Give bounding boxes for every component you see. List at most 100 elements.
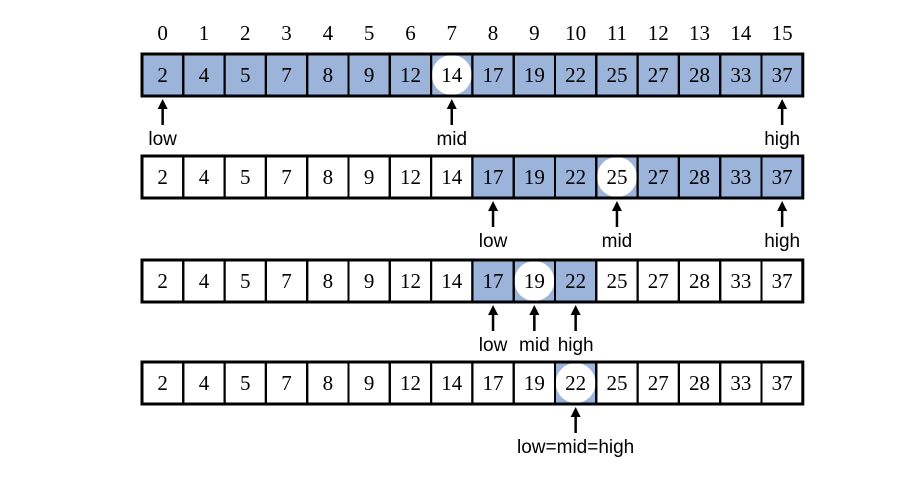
array-value: 7 (281, 269, 292, 293)
array-value: 4 (199, 165, 210, 189)
pointer-low: low (479, 201, 508, 252)
mid-highlight (555, 363, 596, 403)
index-label: 5 (364, 21, 375, 45)
array-value: 2 (157, 371, 168, 395)
array-value: 5 (240, 63, 251, 87)
pointer-arrow-head (570, 407, 581, 417)
pointer-arrow-head (488, 201, 499, 211)
array-value: 25 (606, 165, 627, 189)
array-value: 9 (364, 63, 375, 87)
pointer-label: low (479, 335, 508, 356)
index-label: 14 (730, 21, 752, 45)
array-value: 8 (323, 63, 334, 87)
array-value: 27 (648, 371, 669, 395)
pointer-arrow-head (488, 305, 499, 315)
pointer-arrow-head (570, 305, 581, 315)
search-step-row: 2 4 5 7 8 9 12 14 17 19 22 25 27 28 33 37 low=mid=high (140, 360, 805, 458)
array-value: 28 (689, 371, 710, 395)
pointer-arrow-head (446, 99, 457, 109)
array-value: 9 (364, 269, 375, 293)
array-outline (140, 52, 805, 98)
index-label: 0 (157, 21, 168, 45)
pointer-arrow-head (529, 305, 540, 315)
pointer-label: low (479, 231, 508, 252)
array-value: 12 (400, 371, 421, 395)
array-value: 14 (441, 269, 463, 293)
array-cell-active (471, 259, 515, 303)
array-value: 5 (240, 371, 251, 395)
array-value: 19 (524, 165, 545, 189)
array-cell (719, 259, 763, 303)
pointer-mid: mid (602, 201, 633, 252)
array-value: 27 (648, 165, 669, 189)
array-value: 17 (483, 63, 504, 87)
pointer-low=mid=high: low=mid=high (517, 407, 634, 458)
array-value: 37 (772, 63, 793, 87)
pointer-arrow-head (157, 99, 168, 109)
pointer-label: low (148, 129, 177, 150)
index-header-row: 0 1 2 3 4 5 6 7 8 9 10 11 12 13 14 15 (157, 21, 792, 45)
index-label: 6 (405, 21, 416, 45)
array-value: 4 (199, 63, 210, 87)
array-value: 27 (648, 63, 669, 87)
pointer-label: mid (519, 335, 550, 356)
array-value: 2 (157, 63, 168, 87)
array-value: 12 (400, 63, 421, 87)
array-value: 14 (441, 371, 463, 395)
array-value: 22 (565, 269, 586, 293)
array-value: 5 (240, 165, 251, 189)
array-value: 9 (364, 371, 375, 395)
array-cell (595, 259, 639, 303)
array-value: 17 (483, 371, 504, 395)
array-value: 28 (689, 269, 710, 293)
array-value: 33 (730, 165, 751, 189)
array-value: 8 (323, 165, 334, 189)
pointer-label: high (764, 231, 800, 252)
pointer-label: high (764, 129, 800, 150)
array-value: 37 (772, 269, 793, 293)
array-value: 28 (689, 63, 710, 87)
array-cell (264, 259, 309, 303)
array-value: 19 (524, 371, 545, 395)
pointer-high: high (764, 99, 800, 150)
array-value: 17 (483, 165, 504, 189)
array-value: 2 (157, 269, 168, 293)
pointer-label: high (558, 335, 594, 356)
pointer-arrow-head (777, 201, 788, 211)
array-value: 33 (730, 63, 751, 87)
array-value: 33 (730, 371, 751, 395)
index-label: 12 (648, 21, 669, 45)
array-value: 9 (364, 165, 375, 189)
array-value: 27 (648, 269, 669, 293)
array-value: 8 (323, 371, 334, 395)
array-outline (140, 360, 805, 406)
index-label: 7 (447, 21, 458, 45)
index-label: 4 (323, 21, 334, 45)
array-value: 22 (565, 63, 586, 87)
array-value: 25 (606, 63, 627, 87)
index-label: 15 (772, 21, 793, 45)
pointer-mid: mid (519, 305, 550, 356)
array-value: 14 (441, 165, 463, 189)
mid-highlight (431, 55, 472, 95)
pointer-low: low (479, 305, 508, 356)
array-value: 22 (565, 371, 586, 395)
pointer-label: mid (436, 129, 467, 150)
array-value: 5 (240, 269, 251, 293)
array-cell (636, 259, 680, 303)
array-value: 4 (199, 269, 210, 293)
index-label: 8 (488, 21, 499, 45)
array-value: 8 (323, 269, 334, 293)
pointer-label: mid (602, 231, 633, 252)
pointer-arrow-head (777, 99, 788, 109)
array-value: 12 (400, 165, 421, 189)
array-value: 22 (565, 165, 586, 189)
array-value: 37 (772, 165, 793, 189)
array-value: 25 (606, 269, 627, 293)
pointer-mid: mid (436, 99, 467, 150)
array-value: 37 (772, 371, 793, 395)
